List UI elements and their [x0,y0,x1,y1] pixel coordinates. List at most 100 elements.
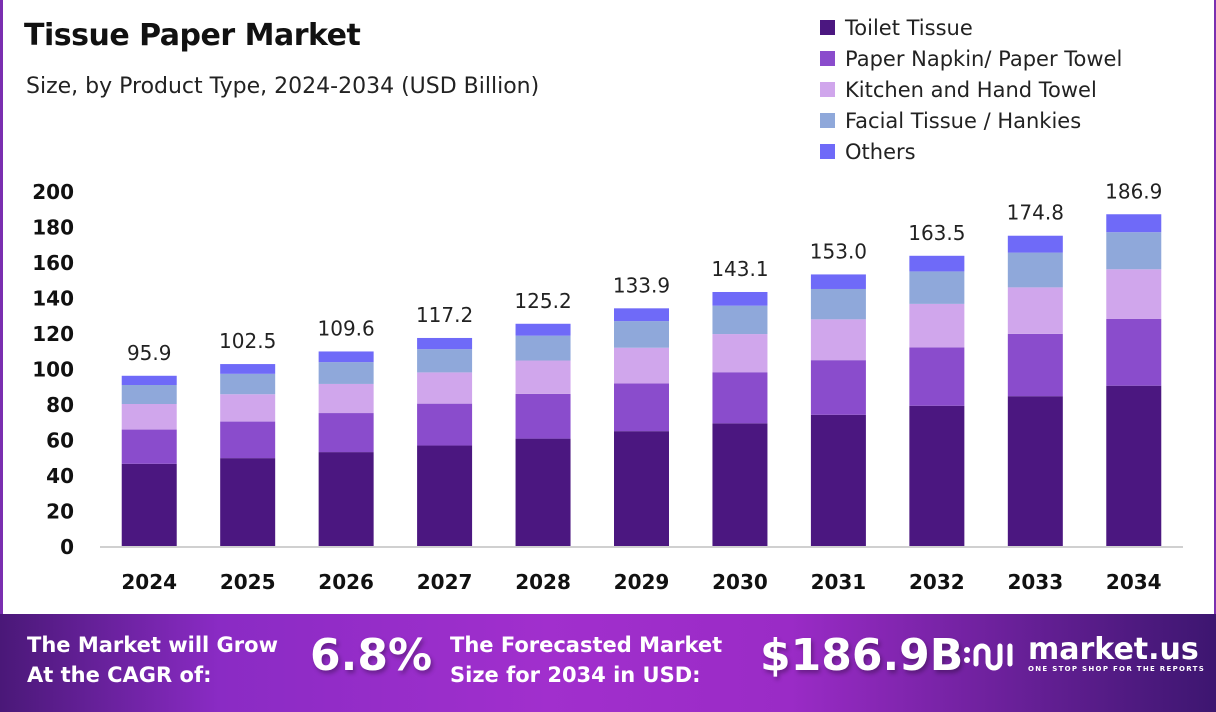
bar-total-label: 163.5 [908,221,965,245]
bar-segment [220,394,276,422]
bar-segment [1007,396,1063,546]
bar-segment [614,308,669,322]
legend-item: Facial Tissue / Hankies [820,105,1122,136]
bar-segment [220,421,276,459]
y-tick-label: 80 [46,393,74,417]
bar-segment [121,429,177,464]
legend-swatch [820,113,835,128]
legend-label: Facial Tissue / Hankies [845,108,1082,133]
bar-segment [220,373,276,395]
bar-segment [614,321,669,348]
bar-segment [1007,333,1063,397]
bar-segment [515,438,571,546]
y-tick-label: 180 [32,216,74,240]
y-tick-label: 160 [32,251,74,275]
bar-total-label: 153.0 [810,239,867,263]
bar-segment [712,423,768,546]
bar-segment [1106,269,1162,319]
bar-segment [318,383,374,414]
bar-segment [121,375,177,386]
x-tick-label: 2034 [1106,570,1162,594]
chart-title: Tissue Paper Market [24,18,361,53]
bar-total-label: 125.2 [514,289,571,313]
bar-segment [712,305,768,335]
y-tick-label: 140 [32,287,74,311]
bar-segment [515,323,571,336]
y-tick-label: 120 [32,322,74,346]
bar-segment [909,405,965,546]
bar-total-label: 133.9 [613,273,670,297]
x-tick-label: 2026 [318,570,374,594]
cagr-label-line1: The Market will Grow [27,633,278,657]
bar-segment [1106,214,1162,233]
y-tick-label: 200 [32,180,74,204]
bar-segment [417,337,473,350]
bar-segment [614,431,669,546]
bar-segment [318,413,374,453]
bar-segment [810,288,866,320]
bar-segment [515,360,571,394]
cagr-label-line2: At the CAGR of: [27,663,212,687]
bar-segment [417,349,473,373]
legend-swatch [820,51,835,66]
legend-label: Others [845,139,916,164]
x-tick-label: 2032 [909,570,965,594]
x-tick-label: 2033 [1007,570,1063,594]
bar-segment [121,404,177,430]
y-tick-label: 20 [46,500,74,524]
bar-segment [810,414,866,546]
bar-segment [417,372,473,404]
bar-segment [909,303,965,348]
bar-total-label: 102.5 [219,329,276,353]
bar-segment [1007,287,1063,334]
bar-segment [810,360,866,415]
bar-total-label: 117.2 [416,303,473,327]
legend-swatch [820,144,835,159]
bar-segment [121,463,177,546]
bar-total-label: 95.9 [127,341,172,365]
cagr-label: The Market will Grow At the CAGR of: [27,630,278,690]
bar-total-label: 186.9 [1105,179,1162,203]
legend-swatch [820,82,835,97]
bar-segment [810,319,866,361]
bar-segment [417,403,473,446]
y-tick-label: 60 [46,429,74,453]
legend-item: Paper Napkin/ Paper Towel [820,43,1122,74]
y-tick-label: 100 [32,358,74,382]
forecast-label: The Forecasted Market Size for 2034 in U… [450,630,722,690]
bar-segment [318,362,374,384]
y-tick-label: 40 [46,464,74,488]
bar-segment [1106,385,1162,546]
bar-segment [318,351,374,363]
bar-segment [909,271,965,304]
bar-segment [614,383,669,432]
cagr-value: 6.8% [310,630,433,681]
bar-segment [515,335,571,361]
forecast-value: $186.9B [760,630,964,681]
legend-item: Others [820,136,1122,167]
legend-item: Toilet Tissue [820,12,1122,43]
summary-banner: The Market will Grow At the CAGR of: 6.8… [0,614,1216,712]
bar-segment [1007,235,1063,253]
bar-segment [1106,318,1162,386]
bar-segment [515,393,571,439]
bar-segment [220,364,276,374]
x-tick-label: 2025 [220,570,276,594]
x-tick-label: 2030 [712,570,768,594]
bar-segment [712,334,768,373]
bar-segment [121,385,177,404]
legend-label: Paper Napkin/ Paper Towel [845,46,1123,71]
legend-label: Kitchen and Hand Towel [845,77,1097,102]
x-tick-label: 2029 [614,570,670,594]
legend: Toilet Tissue Paper Napkin/ Paper Towel Ki… [820,12,1122,167]
legend-label: Toilet Tissue [845,15,973,40]
bar-segment [810,274,866,289]
bar-segment [712,291,768,306]
bar-segment [614,347,669,384]
market-us-logo: market.us ONE STOP SHOP FOR THE REPORTS [962,634,1205,674]
forecast-label-line1: The Forecasted Market [450,633,723,657]
x-tick-label: 2031 [811,570,867,594]
logo-icon [964,643,1013,671]
logo-name: market.us [1028,632,1199,667]
